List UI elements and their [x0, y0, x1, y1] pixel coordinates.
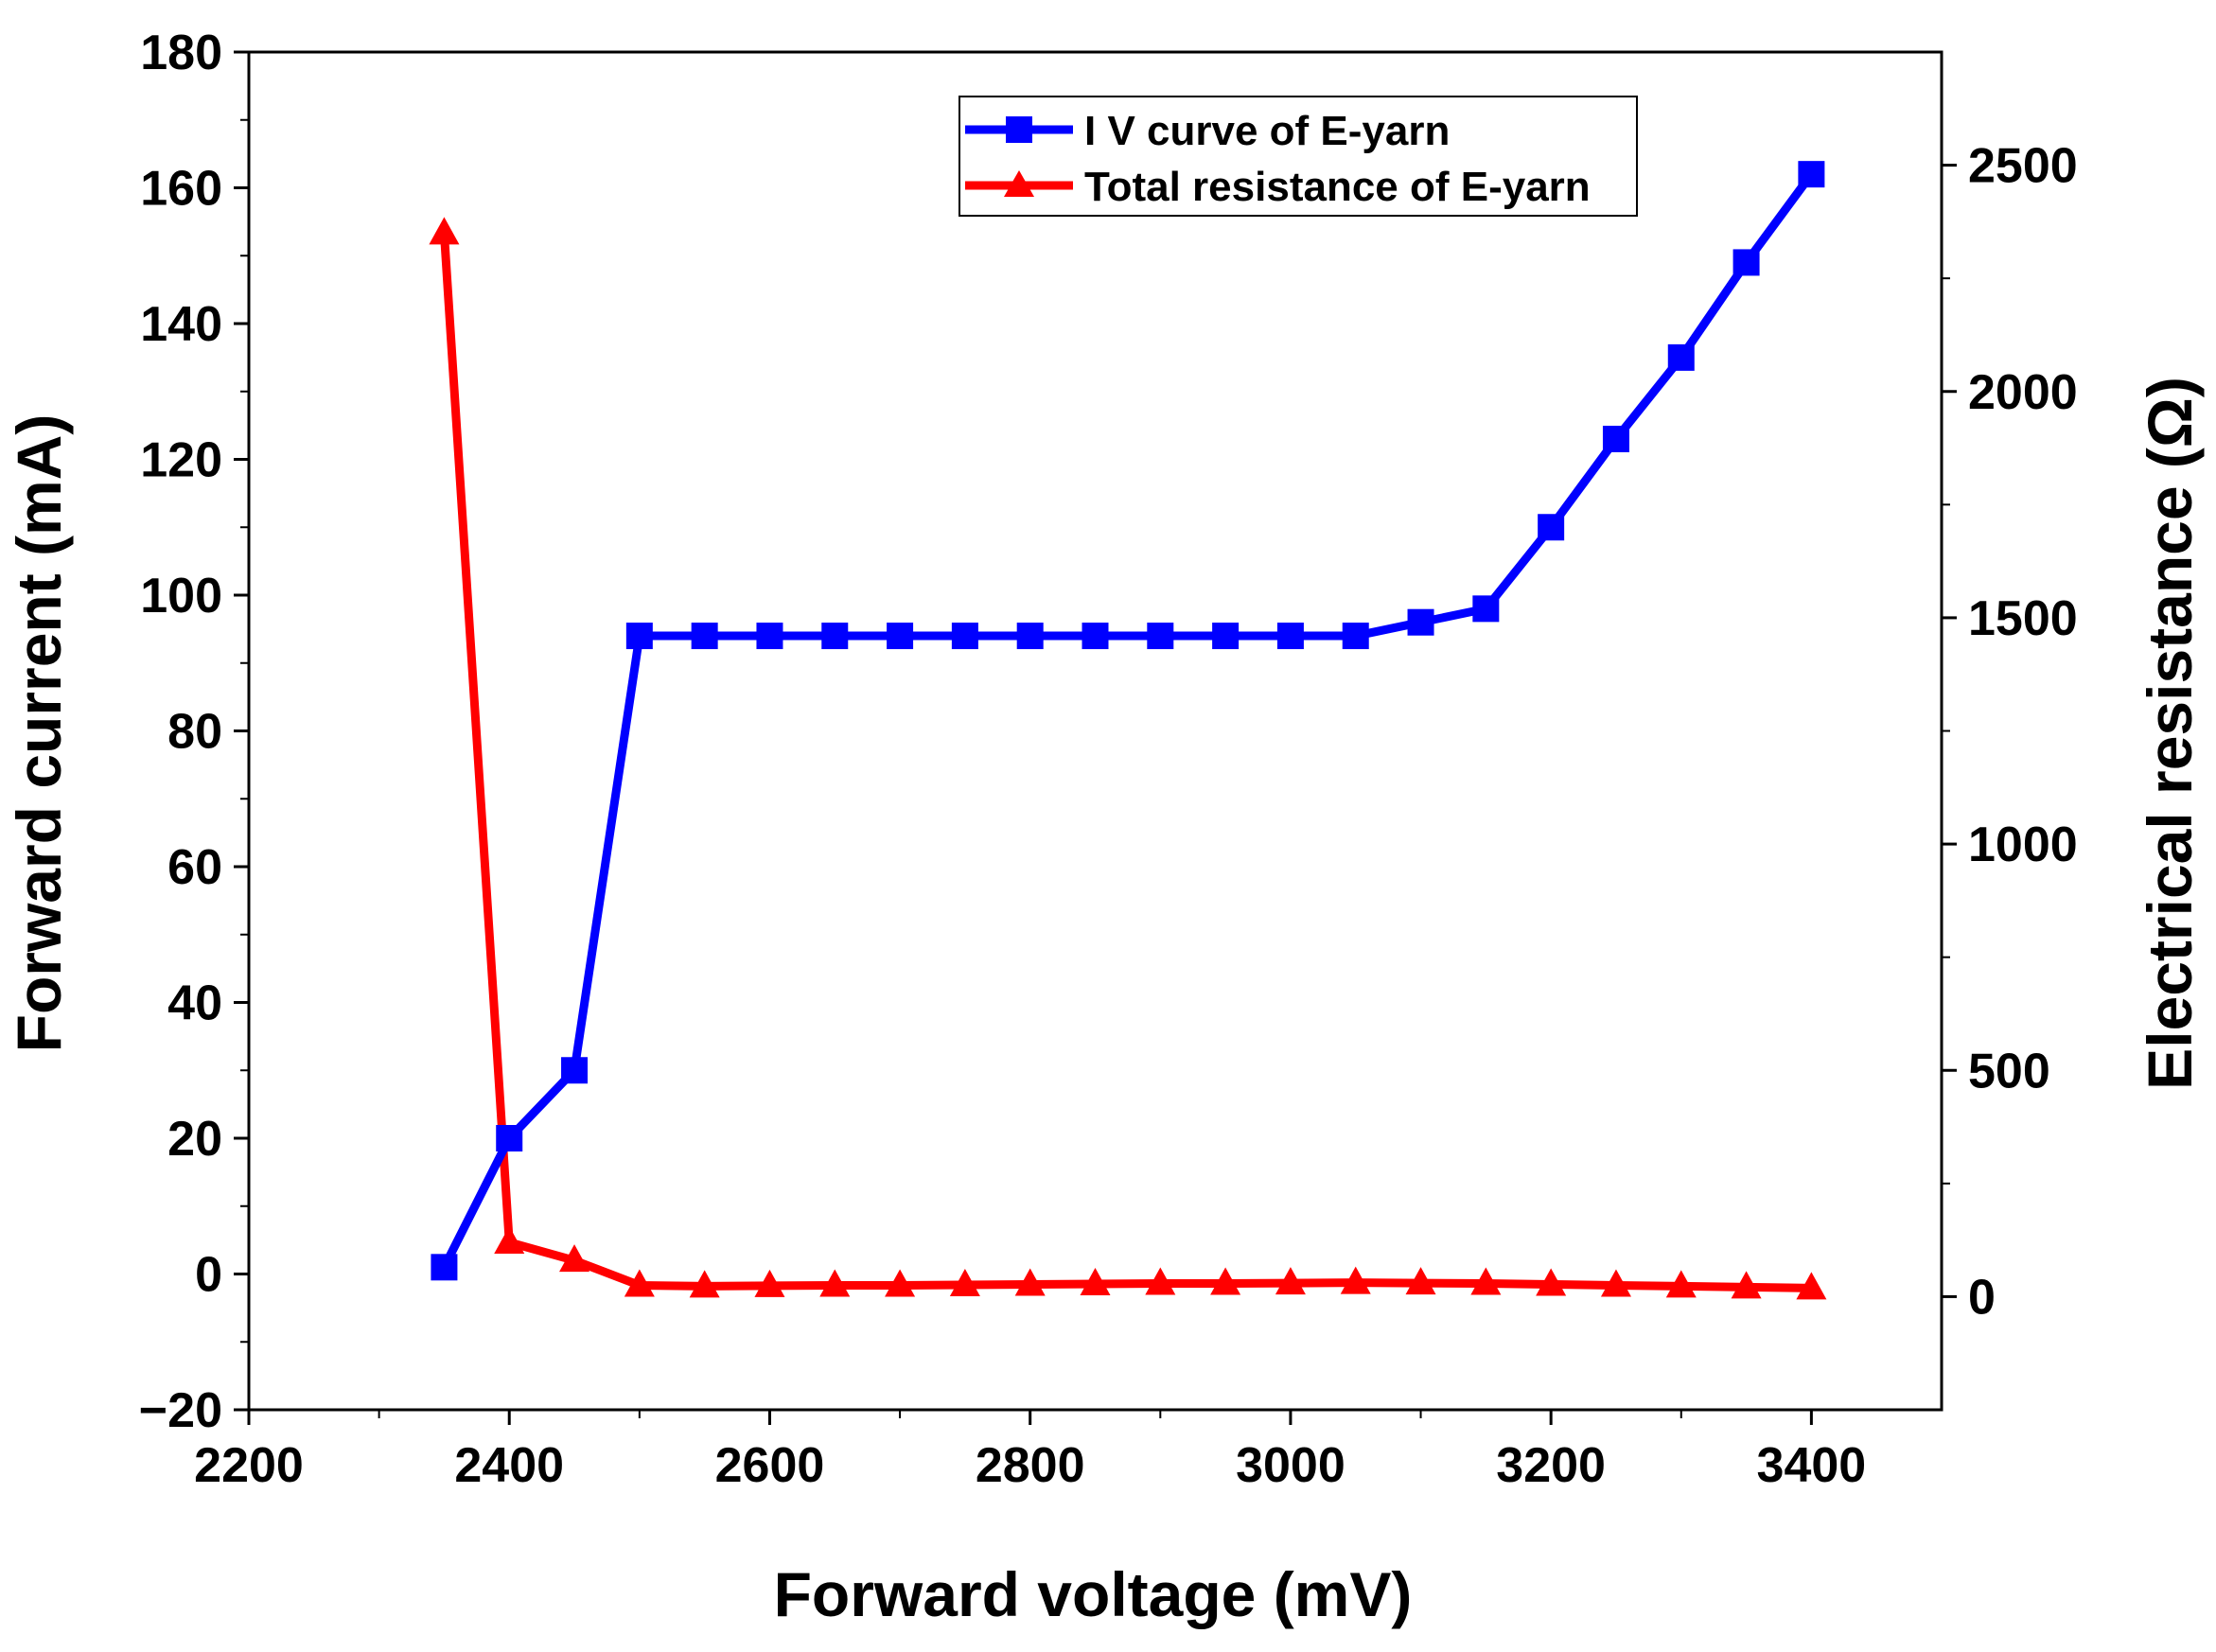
data-point-resistance — [1275, 1267, 1306, 1295]
data-point-iv-curve — [951, 623, 978, 650]
data-point-iv-curve — [1602, 425, 1629, 452]
y-tick-label: 160 — [140, 162, 222, 217]
data-point-iv-curve — [1342, 623, 1369, 650]
x-tick-label: 2800 — [976, 1438, 1085, 1493]
data-point-resistance — [1470, 1267, 1502, 1295]
y-tick-label: 80 — [167, 705, 222, 760]
y-tick-label: 180 — [140, 26, 222, 80]
data-point-iv-curve — [1667, 343, 1695, 371]
series-layer — [429, 161, 1827, 1300]
data-point-resistance — [624, 1269, 655, 1297]
x-axis-title: Forward voltage (mV) — [774, 1559, 1413, 1629]
x-tick-label: 2200 — [194, 1438, 304, 1493]
data-point-resistance — [885, 1269, 916, 1297]
y2-tick-label: 0 — [1968, 1270, 1996, 1325]
data-point-iv-curve — [1212, 623, 1240, 650]
y2-axis-title: Electrical resistance (Ω) — [2135, 377, 2205, 1090]
data-point-iv-curve — [821, 623, 849, 650]
y-axis-title: Forward current (mA) — [4, 414, 74, 1053]
data-point-resistance — [1796, 1272, 1827, 1300]
data-point-resistance — [1210, 1267, 1241, 1295]
data-point-iv-curve — [1798, 161, 1825, 188]
data-point-iv-curve — [756, 623, 783, 650]
data-point-iv-curve — [887, 623, 914, 650]
legend-label-resistance: Total resistance of E-yarn — [1084, 164, 1591, 210]
y-tick-label: 140 — [140, 297, 222, 352]
y-tick-label: −20 — [139, 1383, 222, 1438]
data-point-resistance — [1080, 1268, 1111, 1296]
legend-box — [959, 96, 1638, 217]
y2-tick-label: 1000 — [1968, 817, 2078, 872]
data-point-iv-curve — [496, 1125, 523, 1151]
data-point-iv-curve — [1732, 249, 1760, 276]
y2-tick-label: 500 — [1968, 1044, 2050, 1098]
y-tick-label: 40 — [167, 976, 222, 1031]
data-point-resistance — [949, 1268, 980, 1296]
data-point-resistance — [494, 1226, 525, 1255]
legend: I V curve of E-yarn Total resistance of … — [959, 96, 1638, 217]
data-point-resistance — [429, 217, 460, 245]
data-point-iv-curve — [1082, 623, 1109, 650]
data-point-resistance — [1600, 1269, 1631, 1297]
y-tick-label: 60 — [167, 840, 222, 895]
x-tick-label: 2400 — [454, 1438, 564, 1493]
x-tick-label: 3000 — [1236, 1438, 1345, 1493]
data-point-resistance — [1340, 1266, 1371, 1294]
y-tick-label: 100 — [140, 569, 222, 624]
data-point-iv-curve — [1016, 623, 1044, 650]
axes: 2200 2400 2600 2800 3000 3200 3400 −20 0 20 40 60 80… — [139, 26, 2078, 1493]
data-point-iv-curve — [1407, 608, 1434, 636]
data-point-resistance — [1145, 1267, 1176, 1295]
legend-marker-iv — [1006, 116, 1032, 143]
y-tick-label: 0 — [195, 1248, 222, 1303]
data-point-resistance — [1014, 1268, 1046, 1296]
x-tick-label: 3200 — [1496, 1438, 1606, 1493]
y2-tick-label: 1500 — [1968, 591, 2078, 646]
data-point-iv-curve — [1538, 514, 1565, 541]
data-point-iv-curve — [625, 623, 653, 650]
data-point-iv-curve — [561, 1057, 589, 1084]
data-point-iv-curve — [431, 1254, 458, 1281]
data-point-resistance — [1731, 1271, 1762, 1299]
y-tick-label: 20 — [167, 1112, 222, 1167]
data-point-resistance — [1405, 1267, 1436, 1295]
y2-tick-label: 2500 — [1968, 139, 2078, 194]
y2-tick-label: 2000 — [1968, 365, 2078, 420]
x-tick-label: 2600 — [715, 1438, 825, 1493]
data-point-resistance — [1536, 1268, 1567, 1296]
data-point-iv-curve — [1276, 623, 1304, 650]
series-line-iv-curve — [440, 171, 1816, 1270]
x-tick-label: 3400 — [1757, 1438, 1867, 1493]
data-point-iv-curve — [691, 623, 718, 650]
y-tick-label: 120 — [140, 433, 222, 488]
data-point-resistance — [559, 1244, 590, 1273]
data-point-iv-curve — [1472, 595, 1500, 623]
data-point-iv-curve — [1147, 623, 1174, 650]
data-point-resistance — [754, 1269, 785, 1297]
data-point-resistance — [1665, 1270, 1697, 1298]
data-point-resistance — [689, 1270, 720, 1298]
legend-marker-resistance — [1004, 170, 1034, 197]
data-point-resistance — [819, 1269, 851, 1297]
legend-label-iv: I V curve of E-yarn — [1084, 108, 1450, 154]
series-line-resistance — [439, 233, 1812, 1292]
